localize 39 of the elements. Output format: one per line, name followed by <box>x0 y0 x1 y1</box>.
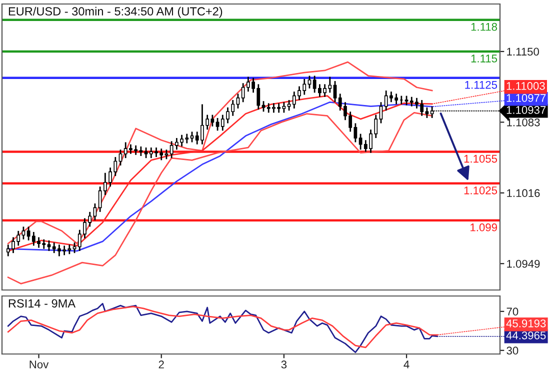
candlestick <box>308 75 312 90</box>
candlestick <box>47 240 51 252</box>
ref-line-label: 1.1125 <box>465 80 498 89</box>
annotation: 1.10937 <box>506 106 546 114</box>
candlestick <box>354 122 358 143</box>
y-tick-label: 1.0949 <box>507 260 540 268</box>
chart-title: RSI14 - 9MA <box>8 299 76 308</box>
x-tick-label: 3 <box>281 360 287 368</box>
candlestick <box>72 242 76 254</box>
candlestick <box>22 226 26 240</box>
x-tick-label: 4 <box>404 360 410 368</box>
annotation: 1.11003 <box>506 82 545 90</box>
ref-line-label: 1.118 <box>471 22 498 31</box>
y-tick-label: 30 <box>506 346 518 355</box>
candlestick <box>379 101 383 124</box>
y-tick-label: 1.1016 <box>507 189 540 198</box>
candlestick <box>144 146 148 159</box>
chart-title: EUR/USD - 30min - 5:34:50 AM (UTC+2) <box>8 6 222 18</box>
candlestick <box>262 100 266 112</box>
y-tick-label: 1.1083 <box>507 118 540 126</box>
candlestick <box>216 117 220 132</box>
candlestick <box>425 106 429 119</box>
annotation: 45.9193 <box>506 319 546 328</box>
ref-line-label: 1.1055 <box>464 154 498 163</box>
y-tick-label: 70 <box>506 308 518 316</box>
candlestick <box>404 95 408 106</box>
ref-line-label: 1.1025 <box>464 186 498 194</box>
ref-line-label: 1.115 <box>471 54 498 62</box>
candlestick <box>164 148 168 160</box>
x-tick-label: 2 <box>158 360 164 368</box>
candlestick <box>282 101 286 114</box>
annotation: 44.3965 <box>506 331 546 340</box>
candlestick <box>333 80 337 103</box>
ref-line-label: 1.099 <box>470 223 497 232</box>
y-tick-label: 1.1150 <box>507 48 539 56</box>
candlestick <box>190 131 194 143</box>
candlestick <box>287 99 291 112</box>
x-tick-label: Nov <box>30 360 49 368</box>
annotation: 1.10977 <box>506 94 546 102</box>
